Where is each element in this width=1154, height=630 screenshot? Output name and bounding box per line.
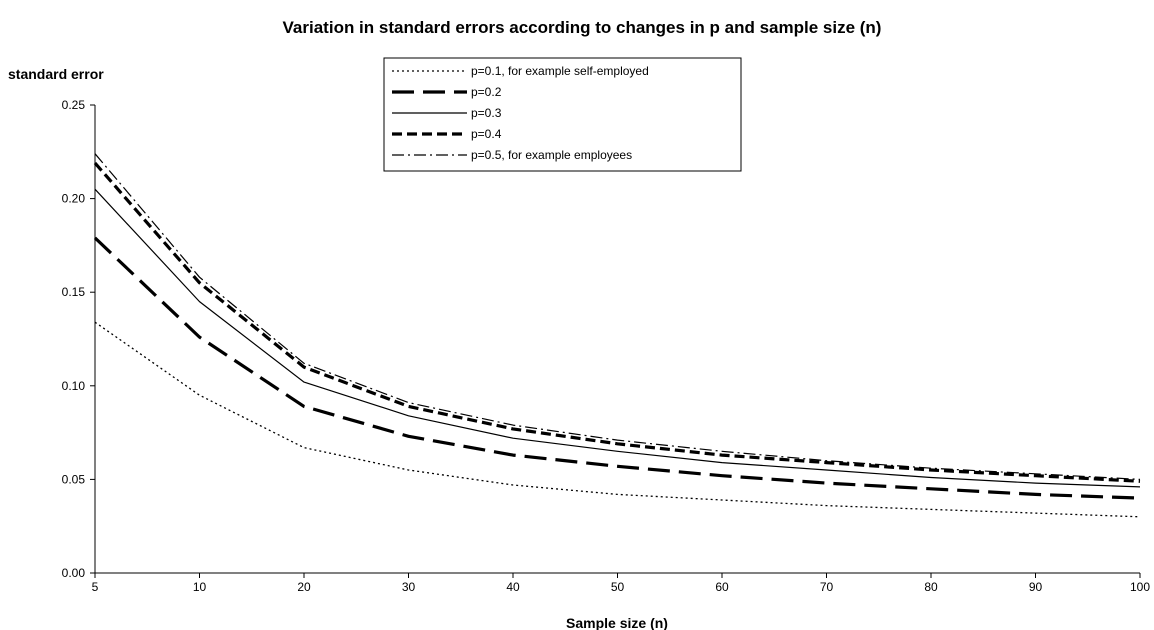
y-tick-label: 0.25	[62, 98, 86, 112]
legend-label-1: p=0.1, for example self-employed	[471, 64, 649, 78]
x-tick-label: 100	[1130, 580, 1150, 594]
series-line-5	[94, 153, 1141, 480]
x-tick-label: 5	[92, 580, 99, 594]
x-tick-label: 10	[193, 580, 207, 594]
chart-title: Variation in standard errors according t…	[283, 18, 882, 37]
y-axis-ticks: 0.00 0.05 0.10 0.15 0.20 0.25	[62, 98, 95, 580]
legend: p=0.1, for example self-employed p=0.2 p=0…	[383, 57, 742, 172]
legend-label-4: p=0.4	[471, 127, 502, 141]
y-tick-label: 0.10	[62, 379, 86, 393]
y-tick-label: 0.05	[62, 472, 86, 486]
legend-box	[383, 57, 742, 172]
series-line-1	[94, 321, 1141, 518]
x-tick-label: 60	[715, 580, 729, 594]
x-tick-label: 40	[506, 580, 520, 594]
y-tick-label: 0.15	[62, 285, 86, 299]
series-lines	[93, 153, 1141, 518]
series-line-3	[94, 188, 1141, 488]
x-tick-label: 30	[402, 580, 416, 594]
x-tick-label: 20	[297, 580, 311, 594]
x-tick-label: 50	[611, 580, 625, 594]
legend-label-3: p=0.3	[471, 106, 502, 120]
x-tick-label: 90	[1029, 580, 1043, 594]
series-line-4	[93, 161, 1141, 483]
y-tick-label: 0.20	[62, 192, 86, 206]
x-axis-title: Sample size (n)	[566, 615, 668, 630]
legend-label-5: p=0.5, for example employees	[471, 148, 632, 162]
x-tick-label: 70	[820, 580, 834, 594]
legend-label-2: p=0.2	[471, 85, 502, 99]
series-line-2	[93, 236, 1141, 500]
x-tick-label: 80	[924, 580, 938, 594]
y-axis-title: standard error	[8, 66, 104, 82]
y-tick-label: 0.00	[62, 566, 86, 580]
x-axis-ticks: 5 10 20 30 40 50 60 70 80 90 100	[92, 573, 1150, 594]
